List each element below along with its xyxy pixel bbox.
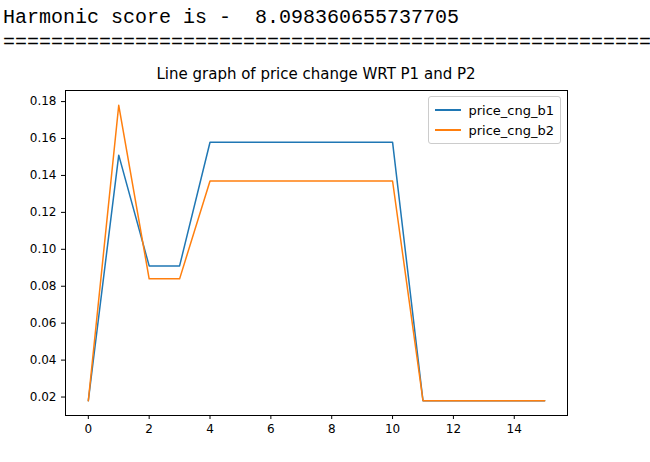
- svg-text:14: 14: [507, 422, 522, 436]
- html-text:price_cng_b1: price_cng_b1: [468, 102, 554, 118]
- svg-text:2: 2: [145, 422, 153, 436]
- svg-text:4: 4: [206, 422, 214, 436]
- svg-text:0.14: 0.14: [30, 168, 57, 182]
- svg-text:0.18: 0.18: [30, 94, 57, 108]
- svg-text:0.06: 0.06: [30, 316, 57, 330]
- svg-text:8: 8: [328, 422, 336, 436]
- svg-text:0.10: 0.10: [30, 242, 57, 256]
- svg-text:10: 10: [385, 422, 400, 436]
- svg-text:0.12: 0.12: [30, 205, 57, 219]
- svg-text:0.04: 0.04: [30, 353, 57, 367]
- html-text:Line graph of price change WRT: Line graph of price change WRT P1 and P2: [156, 65, 476, 83]
- svg-text:6: 6: [267, 422, 275, 436]
- html-text:price_cng_b2: price_cng_b2: [468, 122, 554, 138]
- svg-text:0.02: 0.02: [30, 390, 57, 404]
- svg-text:0.16: 0.16: [30, 131, 57, 145]
- svg-text:12: 12: [446, 422, 461, 436]
- svg-text:0.08: 0.08: [30, 279, 57, 293]
- svg-text:0: 0: [84, 422, 92, 436]
